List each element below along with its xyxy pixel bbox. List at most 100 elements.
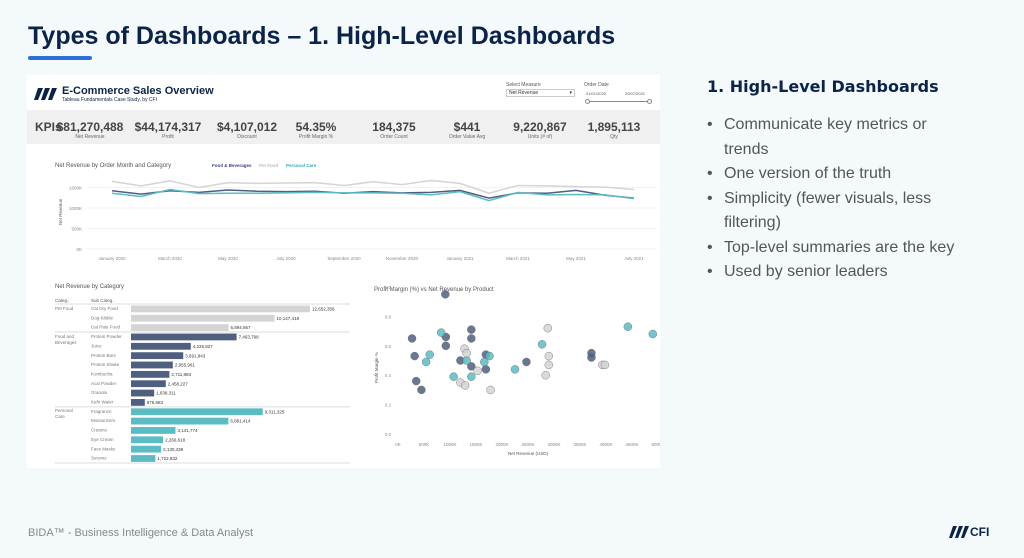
scatter-point bbox=[421, 357, 431, 367]
subcategory-label: Fragrance bbox=[91, 409, 112, 414]
order-date-label: Order Date bbox=[584, 82, 609, 88]
scatter-point bbox=[480, 357, 489, 367]
bar-face-masks bbox=[131, 445, 162, 453]
legend-item: Food & Beverages bbox=[212, 163, 252, 168]
kpi-value: $81,270,488 bbox=[56, 120, 124, 134]
kpi-value: 54.35% bbox=[295, 120, 337, 134]
y-tick: 1000K bbox=[69, 206, 82, 211]
x-tick: January 2021 bbox=[446, 256, 474, 261]
kpi-5: $441 Order Value Avg bbox=[429, 120, 505, 140]
bar-cat-dry-food bbox=[131, 305, 310, 313]
kpi-4: 184,375 Order Count bbox=[356, 120, 432, 140]
kpi-label: Net Revenue bbox=[75, 134, 105, 140]
slider-handle-start[interactable] bbox=[585, 99, 590, 104]
bar-kombucha bbox=[131, 370, 170, 378]
subcategory-label: Juice bbox=[91, 343, 102, 348]
kpi-label: Qty bbox=[610, 134, 618, 140]
scatter-point bbox=[462, 348, 471, 358]
category-label: Food and Beverages bbox=[55, 333, 77, 345]
dashboard-title: E-Commerce Sales Overview bbox=[62, 85, 214, 97]
subcategory-label: Cat Pate Food bbox=[91, 325, 121, 330]
bullet-item: Communicate key metrics or trends bbox=[707, 113, 987, 162]
subcategory-label: Protein Shake bbox=[91, 362, 120, 367]
scatter-point bbox=[541, 370, 550, 380]
bullet-text: One version of the truth bbox=[724, 165, 892, 182]
column-header-subcategory: Sub Categ.. bbox=[91, 298, 115, 303]
kpi-value: 9,220,867 bbox=[513, 120, 567, 134]
x-tick: March 2020 bbox=[158, 256, 182, 261]
category-label: Personal Care bbox=[55, 408, 73, 420]
bar-protein-powder bbox=[131, 333, 237, 341]
bar-value-label: 6,881,414 bbox=[230, 419, 251, 424]
y-axis-label: Profit Margin % bbox=[374, 352, 379, 383]
bar-granola bbox=[131, 389, 155, 397]
scatter-point bbox=[544, 360, 554, 370]
bullet-text: Top-level summaries are the key bbox=[724, 238, 955, 256]
scatter-point bbox=[449, 372, 458, 381]
date-slider[interactable] bbox=[588, 101, 650, 102]
x-tick: 5000K bbox=[651, 442, 660, 447]
bar-serums bbox=[131, 455, 156, 462]
scatter-point bbox=[600, 360, 610, 370]
bar-value-label: 9,311,325 bbox=[265, 409, 285, 414]
scatter-point bbox=[425, 350, 434, 359]
select-measure-dropdown[interactable]: Net Revenue ▾ bbox=[506, 89, 575, 97]
kpi-6: 9,220,867 Units (# of) bbox=[502, 120, 578, 140]
x-tick: 2500K bbox=[521, 442, 534, 447]
x-tick: 4000K bbox=[599, 442, 612, 447]
bar-kefir-water bbox=[131, 399, 145, 406]
cfi-logo-icon bbox=[34, 88, 57, 100]
y-tick: 0.6 bbox=[385, 344, 392, 349]
bar-eye-cream bbox=[131, 436, 164, 444]
scatter-point bbox=[412, 376, 421, 386]
kpi-label: Profit bbox=[162, 134, 174, 140]
scatter-point bbox=[460, 381, 470, 390]
subcategory-label: Kefir Water bbox=[91, 400, 114, 405]
scatter-point bbox=[473, 366, 482, 375]
select-measure-value: Net Revenue bbox=[509, 90, 539, 96]
bar-value-label: 2,458,227 bbox=[168, 381, 189, 386]
bar-chart: Net Revenue by Category Categ.. Sub Categ.… bbox=[55, 284, 350, 464]
scatter-point bbox=[486, 385, 495, 395]
bullet-text: Communicate key metrics or trends bbox=[724, 116, 927, 158]
bullet-item: Top-level summaries are the key bbox=[707, 236, 987, 261]
x-tick: 0K bbox=[395, 442, 401, 447]
y-tick: 1500K bbox=[69, 186, 82, 191]
legend-item: Pet Food bbox=[259, 163, 278, 168]
x-tick: July 2021 bbox=[624, 256, 644, 261]
subcategory-label: Kombucha bbox=[91, 371, 113, 376]
kpi-value: $44,174,317 bbox=[134, 120, 202, 134]
x-tick: November 2020 bbox=[386, 256, 419, 261]
select-measure-label: Select Measure bbox=[506, 82, 541, 88]
bar-value-label: 7,463,798 bbox=[239, 335, 260, 340]
slider-handle-end[interactable] bbox=[647, 99, 652, 104]
x-tick: 1000K bbox=[443, 442, 456, 447]
bar-fragrance bbox=[131, 408, 263, 416]
kpi-label: Discount bbox=[237, 134, 257, 140]
scatter-point bbox=[485, 351, 494, 361]
bar-creams bbox=[131, 427, 176, 434]
bar-value-label: 3,141,774 bbox=[177, 428, 198, 433]
scatter-point bbox=[623, 322, 633, 331]
subcategory-label: Acai Powder bbox=[91, 381, 117, 386]
bar-protein-bars bbox=[131, 352, 184, 360]
kpi-label: Order Value Avg bbox=[448, 134, 486, 140]
bar-value-label: 6,894,667 bbox=[231, 325, 252, 330]
bar-acai-powder bbox=[131, 380, 166, 388]
y-tick: 1.0 bbox=[385, 285, 392, 290]
x-tick: January 2020 bbox=[98, 256, 126, 261]
bullet-item: One version of the truth bbox=[707, 162, 987, 187]
bar-value-label: 12,652,358 bbox=[312, 307, 335, 312]
subcategory-label: Face Masks bbox=[91, 446, 116, 451]
date-start: 01/01/2020 bbox=[586, 91, 607, 96]
x-tick: July 2020 bbox=[276, 256, 296, 261]
bar-dog-kibble bbox=[131, 314, 275, 322]
bullet-item: Simplicity (fewer visuals, less filterin… bbox=[707, 187, 987, 236]
y-tick: 0.0 bbox=[385, 432, 392, 437]
scatter-title: Profit Margin (%) vs Net Revenue by Prod… bbox=[374, 287, 494, 293]
subcategory-label: Dog Kibble bbox=[91, 315, 114, 320]
kpi-2: $4,107,012 Discount bbox=[209, 120, 285, 140]
bullet-text: Used by senior leaders bbox=[724, 263, 888, 280]
footer-cfi-logo-icon bbox=[949, 526, 969, 538]
bar-chart-title: Net Revenue by Category bbox=[55, 284, 124, 290]
